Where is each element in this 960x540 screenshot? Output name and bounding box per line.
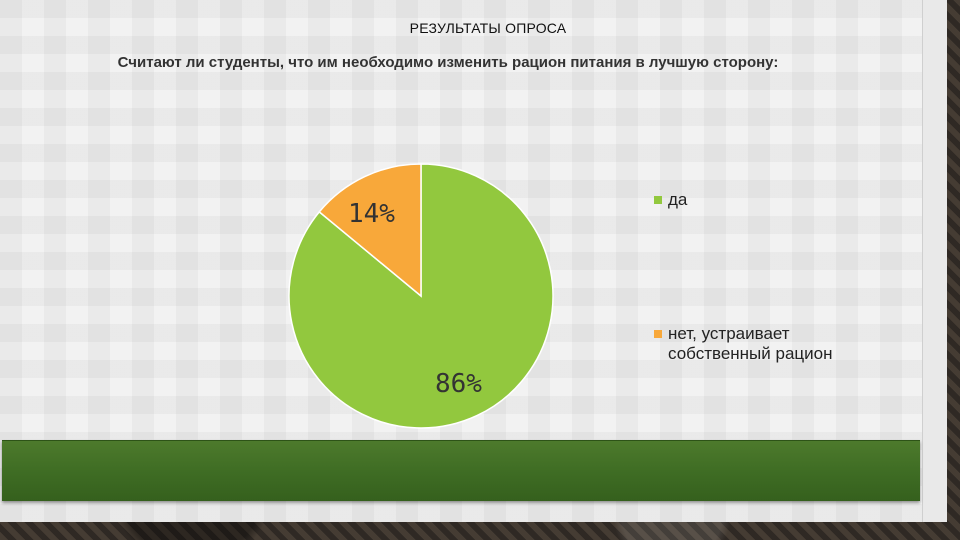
pie-chart: 86% 14% <box>288 163 554 429</box>
page-title: РЕЗУЛЬТАТЫ ОПРОСА <box>409 20 567 36</box>
pie-label-yes: 86% <box>435 369 482 399</box>
legend-label-no: нет, устраивает собственный рацион <box>668 324 833 363</box>
slide: РЕЗУЛЬТАТЫ ОПРОСА Считают ли студенты, ч… <box>0 0 947 522</box>
slide-right-strip <box>922 0 947 522</box>
legend-label-yes: да <box>668 190 688 209</box>
legend-swatch-yes <box>654 196 662 204</box>
legend-swatch-no <box>654 330 662 338</box>
legend-item-yes: да <box>654 190 687 210</box>
footer-bar <box>2 440 920 501</box>
pie-slice-no <box>318 163 422 298</box>
survey-question: Считают ли студенты, что им необходимо и… <box>117 54 779 71</box>
legend-item-no: нет, устраивает собственный рацион <box>654 324 874 364</box>
pie-label-no: 14% <box>348 199 395 229</box>
